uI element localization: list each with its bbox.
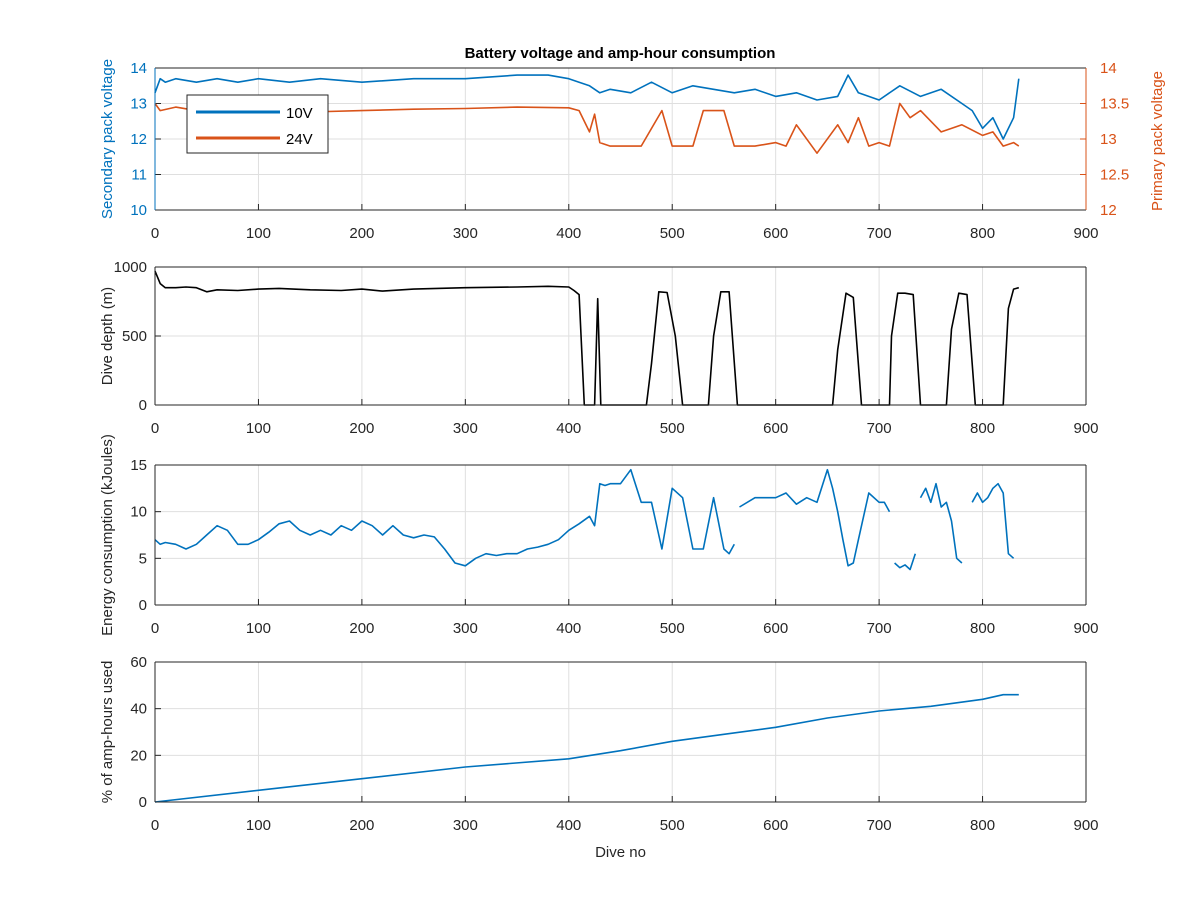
x-tick-label: 0 — [151, 817, 159, 834]
x-tick-label: 0 — [151, 620, 159, 637]
voltage-subplot: Battery voltage and amp-hour consumption… — [99, 45, 1166, 242]
y-axis-label: Energy consumption (kJoules) — [99, 434, 116, 636]
x-tick-label: 0 — [151, 420, 159, 437]
y-right-tick-label: 12.5 — [1100, 167, 1129, 184]
x-tick-label: 100 — [246, 420, 271, 437]
legend-label: 10V — [286, 105, 313, 122]
amp-hours-subplot: 0 100 200 300 400 500 600 700 800 900 0 20 40 60 % of … — [99, 654, 1099, 861]
y-tick-label: 0 — [139, 794, 147, 811]
x-tick-label: 600 — [763, 620, 788, 637]
x-tick-label: 800 — [970, 420, 995, 437]
x-tick-label: 700 — [867, 225, 892, 242]
x-tick-label: 200 — [349, 225, 374, 242]
x-tick-label: 300 — [453, 420, 478, 437]
x-tick-label: 300 — [453, 817, 478, 834]
y-tick-label: 500 — [122, 328, 147, 345]
y-tick-label: 10 — [130, 202, 147, 219]
plot-area — [155, 465, 1086, 605]
y-axis-right-label: Primary pack voltage — [1149, 71, 1166, 211]
x-tick-label: 700 — [867, 620, 892, 637]
x-tick-label: 900 — [1073, 225, 1098, 242]
energy-subplot: 0 100 200 300 400 500 600 700 800 900 0 5 10 15 Energy… — [99, 434, 1099, 637]
x-tick-label: 500 — [660, 817, 685, 834]
x-tick-label: 200 — [349, 620, 374, 637]
series-10v-line — [154, 74, 1020, 140]
x-tick-label: 700 — [867, 420, 892, 437]
chart-title: Battery voltage and amp-hour consumption — [465, 45, 776, 62]
x-tick-label: 800 — [970, 817, 995, 834]
energy-line-segment — [919, 482, 963, 564]
y-tick-label: 12 — [130, 131, 147, 148]
x-tick-label: 900 — [1073, 620, 1098, 637]
series-24v-line — [154, 102, 1020, 154]
x-tick-label: 0 — [151, 225, 159, 242]
plot-area — [155, 662, 1086, 802]
x-tick-label: 800 — [970, 225, 995, 242]
y-tick-label: 20 — [130, 747, 147, 764]
legend-label: 24V — [286, 131, 313, 148]
x-tick-label: 400 — [556, 225, 581, 242]
x-tick-label: 300 — [453, 225, 478, 242]
x-tick-label: 100 — [246, 620, 271, 637]
y-right-tick-label: 13.5 — [1100, 96, 1129, 113]
energy-line-segment — [739, 468, 891, 567]
energy-line-segment — [894, 553, 917, 571]
x-tick-label: 100 — [246, 817, 271, 834]
y-tick-label: 15 — [130, 457, 147, 474]
x-tick-label: 900 — [1073, 817, 1098, 834]
x-tick-label: 100 — [246, 225, 271, 242]
amp-hours-line — [154, 693, 1019, 803]
x-tick-label: 400 — [556, 817, 581, 834]
x-tick-label: 700 — [867, 817, 892, 834]
x-axis-label: Dive no — [595, 844, 646, 861]
legend: 10V 24V — [186, 94, 329, 154]
y-tick-label: 10 — [130, 504, 147, 521]
energy-line-segment — [154, 468, 736, 567]
x-tick-label: 500 — [660, 420, 685, 437]
y-axis-label: % of amp-hours used — [99, 661, 116, 804]
x-tick-label: 200 — [349, 817, 374, 834]
y-tick-label: 60 — [130, 654, 147, 671]
x-tick-label: 300 — [453, 620, 478, 637]
y-tick-label: 0 — [139, 597, 147, 614]
x-tick-label: 200 — [349, 420, 374, 437]
x-tick-label: 900 — [1073, 420, 1098, 437]
y-tick-label: 13 — [130, 96, 147, 113]
x-tick-label: 400 — [556, 620, 581, 637]
x-tick-label: 500 — [660, 620, 685, 637]
x-tick-label: 500 — [660, 225, 685, 242]
x-tick-label: 600 — [763, 420, 788, 437]
y-axis-label: Secondary pack voltage — [99, 59, 116, 219]
y-axis-label: Dive depth (m) — [99, 287, 116, 385]
y-right-tick-label: 12 — [1100, 202, 1117, 219]
energy-line-segment — [971, 482, 1015, 559]
x-tick-label: 800 — [970, 620, 995, 637]
x-tick-label: 400 — [556, 420, 581, 437]
depth-subplot: 0 100 200 300 400 500 600 700 800 900 0 500 1000 Dive… — [99, 259, 1099, 437]
x-tick-label: 600 — [763, 225, 788, 242]
legend-box — [186, 94, 329, 154]
y-right-tick-label: 13 — [1100, 131, 1117, 148]
y-tick-label: 5 — [139, 550, 147, 567]
x-tick-label: 600 — [763, 817, 788, 834]
y-tick-label: 14 — [130, 60, 147, 77]
y-right-tick-label: 14 — [1100, 60, 1117, 77]
y-tick-label: 40 — [130, 701, 147, 718]
y-tick-label: 0 — [139, 397, 147, 414]
y-tick-label: 11 — [131, 167, 147, 184]
y-tick-label: 1000 — [114, 259, 147, 276]
